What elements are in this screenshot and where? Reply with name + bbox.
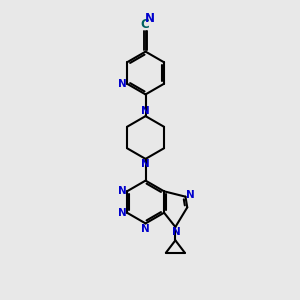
Text: N: N	[141, 224, 150, 234]
Text: N: N	[118, 208, 127, 218]
Text: N: N	[141, 106, 150, 116]
Text: N: N	[172, 227, 181, 237]
Text: N: N	[144, 12, 154, 26]
Text: N: N	[118, 79, 127, 89]
Text: N: N	[186, 190, 194, 200]
Text: N: N	[141, 159, 150, 169]
Text: C: C	[141, 18, 149, 32]
Text: N: N	[118, 186, 127, 196]
